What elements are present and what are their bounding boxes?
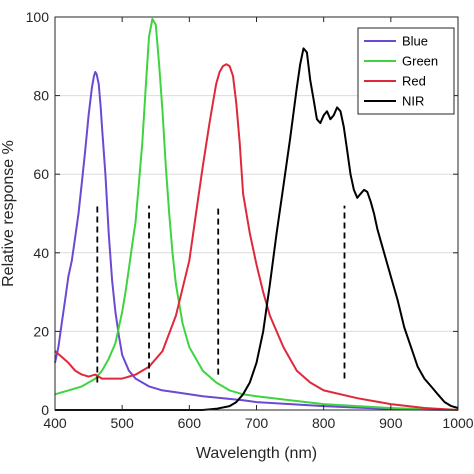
axis-ticks: 400 500 600 700 800 900 1000 0 20 40 60 80 100 (26, 9, 474, 431)
legend-label-blue: Blue (402, 34, 428, 49)
x-tick-label: 1000 (442, 415, 473, 431)
y-tick-label: 80 (33, 88, 49, 104)
series-line-blue (54, 71, 459, 411)
y-tick-label: 100 (26, 9, 50, 25)
series-line-green (54, 18, 459, 411)
legend-box (357, 27, 455, 115)
legend-label-red: Red (402, 74, 426, 89)
legend: Blue Green Red NIR (357, 27, 455, 115)
x-tick-label: 900 (379, 415, 403, 431)
y-axis-title: Relative response % (0, 140, 17, 287)
series-line-red (54, 63, 459, 411)
series-lines (54, 18, 459, 411)
x-tick-label: 400 (43, 415, 67, 431)
y-tick-label: 40 (33, 245, 49, 261)
x-tick-label: 500 (110, 415, 134, 431)
y-tick-label: 20 (33, 323, 49, 339)
series-line-nir (55, 47, 459, 411)
grid-lines (55, 95, 458, 332)
dashed-markers (96, 205, 346, 383)
y-tick-label: 60 (33, 166, 49, 182)
x-tick-label: 800 (312, 415, 336, 431)
legend-label-green: Green (402, 54, 438, 69)
legend-label-nir: NIR (402, 94, 424, 109)
x-axis-title: Wavelength (nm) (196, 445, 317, 462)
x-tick-label: 600 (178, 415, 202, 431)
x-tick-label: 700 (245, 415, 269, 431)
y-tick-label: 0 (41, 402, 49, 418)
